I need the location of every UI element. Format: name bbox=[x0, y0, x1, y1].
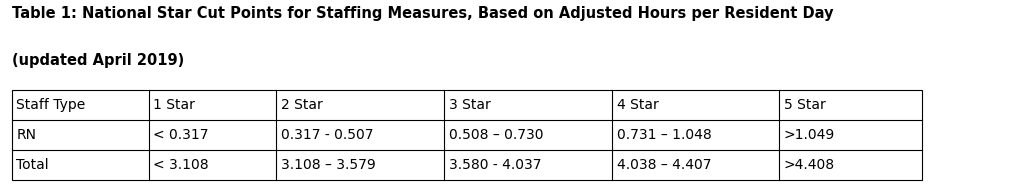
Text: 5 Star: 5 Star bbox=[783, 98, 825, 112]
Text: 3.108 – 3.579: 3.108 – 3.579 bbox=[281, 158, 376, 172]
Text: 4.038 – 4.407: 4.038 – 4.407 bbox=[617, 158, 711, 172]
Text: 3.580 - 4.037: 3.580 - 4.037 bbox=[449, 158, 542, 172]
Text: 0.317 - 0.507: 0.317 - 0.507 bbox=[281, 128, 374, 142]
Text: < 0.317: < 0.317 bbox=[153, 128, 208, 142]
Bar bbox=[12, 90, 922, 180]
Text: >4.408: >4.408 bbox=[783, 158, 835, 172]
Text: Table 1: National Star Cut Points for Staffing Measures, Based on Adjusted Hours: Table 1: National Star Cut Points for St… bbox=[12, 6, 834, 21]
Text: RN: RN bbox=[16, 128, 37, 142]
Text: >1.049: >1.049 bbox=[783, 128, 835, 142]
Text: (updated April 2019): (updated April 2019) bbox=[12, 53, 185, 68]
Text: < 3.108: < 3.108 bbox=[153, 158, 208, 172]
Text: Staff Type: Staff Type bbox=[16, 98, 85, 112]
Text: Total: Total bbox=[16, 158, 49, 172]
Text: 1 Star: 1 Star bbox=[153, 98, 195, 112]
Text: 3 Star: 3 Star bbox=[449, 98, 491, 112]
Text: 0.508 – 0.730: 0.508 – 0.730 bbox=[449, 128, 544, 142]
Text: 2 Star: 2 Star bbox=[281, 98, 323, 112]
Text: 4 Star: 4 Star bbox=[617, 98, 658, 112]
Text: 0.731 – 1.048: 0.731 – 1.048 bbox=[617, 128, 711, 142]
